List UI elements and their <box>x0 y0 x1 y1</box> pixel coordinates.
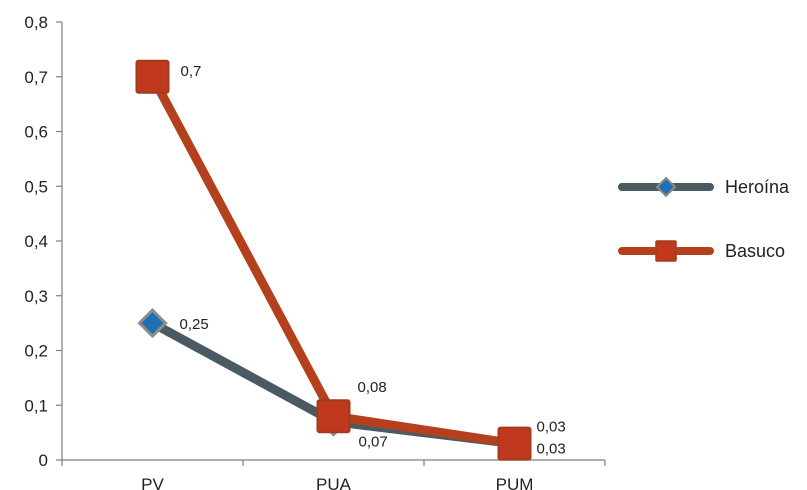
square-marker <box>316 399 351 434</box>
y-tick-label: 0,2 <box>24 342 48 361</box>
legend-diamond-icon <box>655 176 677 198</box>
y-tick-label: 0,3 <box>24 287 48 306</box>
x-tick-label: PUM <box>496 475 534 490</box>
data-label: 0,03 <box>537 441 566 458</box>
y-tick-label: 0,4 <box>24 232 48 251</box>
y-tick-label: 0,6 <box>24 123 48 142</box>
data-labels-layer: 0,25 0,07 0,03 0,7 0,08 0,03 <box>180 63 566 458</box>
x-tick-label: PV <box>141 475 164 490</box>
legend: Heroína Basuco <box>618 176 790 262</box>
y-tick-label: 0,1 <box>24 396 48 415</box>
data-label: 0,03 <box>537 419 566 436</box>
x-tick-label: PUA <box>316 475 352 490</box>
square-marker <box>135 59 170 94</box>
diamond-marker <box>137 308 168 339</box>
series-layer <box>135 59 532 461</box>
series-line-1 <box>148 72 519 449</box>
legend-square-icon <box>655 240 677 262</box>
y-tick-label: 0,5 <box>24 177 48 196</box>
legend-label: Basuco <box>725 241 785 261</box>
data-label: 0,08 <box>358 379 387 396</box>
legend-label: Heroína <box>725 177 790 197</box>
data-label: 0,25 <box>180 316 209 333</box>
y-tick-label: 0,7 <box>24 68 48 87</box>
y-tick-label: 0,8 <box>24 13 48 32</box>
data-label: 0,7 <box>181 63 202 80</box>
y-tick-label: 0 <box>39 451 48 470</box>
square-marker <box>497 426 532 461</box>
data-label: 0,07 <box>359 434 388 451</box>
chart-axes: 0 0,1 0,2 0,3 0,4 0,5 0,6 0,7 0,8 PV PUA PUM <box>24 13 606 490</box>
